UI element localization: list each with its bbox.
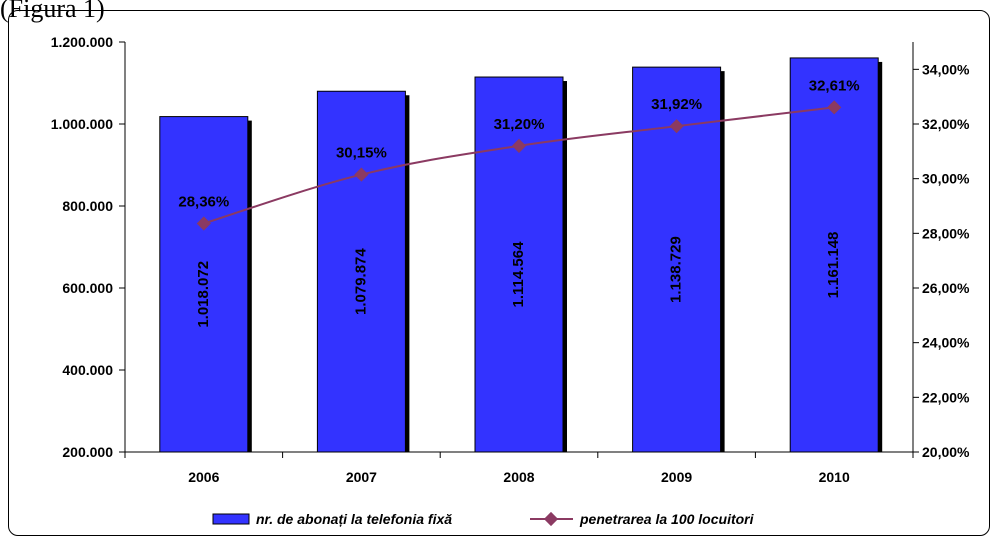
bar-value-label: 1.018.072 xyxy=(195,261,212,328)
line-point-marker xyxy=(511,138,527,153)
x-tick-label: 2007 xyxy=(346,469,377,485)
right-tick-label: 30,00% xyxy=(922,171,970,187)
left-tick-label: 1.000.000 xyxy=(51,116,113,132)
bar-value-label: 1.079.874 xyxy=(352,248,369,315)
bar-value-label: 1.138.729 xyxy=(668,236,685,303)
legend-bar-label: nr. de abonați la telefonia fixă xyxy=(256,511,452,527)
x-tick-label: 2006 xyxy=(188,469,219,485)
legend-bar-swatch xyxy=(212,513,250,525)
right-tick-label: 22,00% xyxy=(922,389,970,405)
line-point-marker xyxy=(354,167,369,182)
line-point-marker xyxy=(669,119,684,134)
right-tick-label: 24,00% xyxy=(922,335,970,351)
right-tick-label: 26,00% xyxy=(922,280,970,296)
line-value-label: 31,92% xyxy=(651,96,702,113)
line-value-label: 28,36% xyxy=(178,193,229,210)
right-tick-label: 28,00% xyxy=(922,225,970,241)
line-point-marker xyxy=(196,216,211,231)
x-tick-label: 2010 xyxy=(819,469,850,485)
right-tick-label: 34,00% xyxy=(922,61,970,77)
legend-line-label: penetrarea la 100 locuitori xyxy=(579,511,755,527)
left-tick-label: 600.000 xyxy=(62,280,113,296)
left-tick-label: 1.200.000 xyxy=(51,34,113,50)
bar-value-label: 1.114.564 xyxy=(510,241,527,308)
x-tick-label: 2008 xyxy=(503,469,534,485)
figure-caption: (Figura 1) xyxy=(0,0,105,23)
legend-line-marker xyxy=(543,511,559,527)
right-tick-label: 20,00% xyxy=(922,444,970,460)
bar xyxy=(159,116,249,453)
chart-frame xyxy=(8,10,990,536)
left-tick-label: 800.000 xyxy=(62,198,113,214)
bar xyxy=(316,90,406,453)
left-tick-label: 400.000 xyxy=(62,362,113,378)
left-tick-label: 200.000 xyxy=(62,444,113,460)
line-value-label: 30,15% xyxy=(336,145,387,162)
bar-value-label: 1.161.148 xyxy=(825,232,842,299)
x-tick-label: 2009 xyxy=(661,469,692,485)
line-value-label: 31,20% xyxy=(494,116,545,133)
line-value-label: 32,61% xyxy=(809,77,860,94)
line-point-marker xyxy=(827,100,842,115)
bar xyxy=(789,57,879,453)
right-tick-label: 32,00% xyxy=(922,116,970,132)
